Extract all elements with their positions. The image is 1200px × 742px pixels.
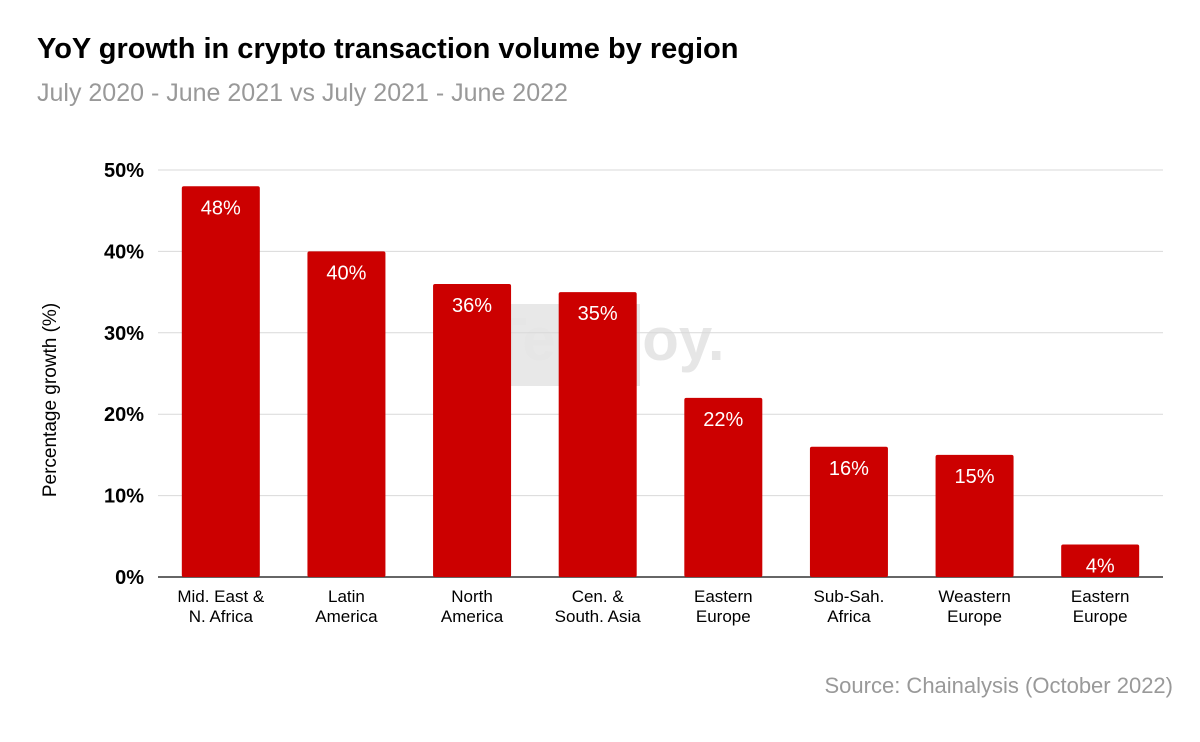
y-tick-label: 10% [104, 486, 144, 508]
bar [181, 186, 260, 577]
x-category-label: America [315, 607, 378, 626]
chart-title: YoY growth in crypto transaction volume … [37, 33, 739, 65]
bar [433, 283, 512, 577]
x-category-label: Mid. East & [177, 587, 265, 606]
x-category-label: Latin [328, 587, 365, 606]
y-tick-label: 20% [104, 404, 144, 426]
x-category-label: North [451, 587, 493, 606]
bar [1061, 544, 1140, 577]
x-category-label: Europe [696, 607, 751, 626]
bar [935, 454, 1014, 577]
chart-subtitle: July 2020 - June 2021 vs July 2021 - Jun… [37, 79, 568, 107]
x-category-label: Weastern [938, 587, 1010, 606]
y-tick-label: 50% [104, 160, 144, 182]
x-category-label: Eastern [694, 587, 753, 606]
y-axis-ticks: 0% 10% 20% 30% 40% 50% [104, 160, 144, 589]
x-category-label: Africa [827, 607, 871, 626]
x-category-label: Eastern [1071, 587, 1130, 606]
x-category-label: Europe [947, 607, 1002, 626]
y-tick-label: 0% [115, 567, 144, 589]
y-axis-label: Percentage growth (%) [40, 303, 61, 497]
x-category-label: Sub-Sah. [813, 587, 884, 606]
data-label: 16% [829, 458, 869, 480]
bar [307, 251, 386, 577]
bar [558, 292, 637, 577]
data-label: 15% [955, 466, 995, 488]
data-label: 35% [578, 303, 618, 325]
data-label: 36% [452, 295, 492, 317]
data-label: 4% [1086, 555, 1115, 577]
x-category-label: N. Africa [189, 607, 254, 626]
y-tick-label: 40% [104, 241, 144, 263]
x-axis-categories: Mid. East &N. AfricaLatinAmericaNorthAme… [177, 587, 1129, 626]
y-tick-label: 30% [104, 323, 144, 345]
bars: 48% 40% 36% 35% 22% 16% 15% 4% [181, 186, 1140, 577]
bar [684, 397, 763, 577]
x-category-label: Europe [1073, 607, 1128, 626]
data-label: 48% [201, 197, 241, 219]
source-note: Source: Chainalysis (October 2022) [824, 673, 1174, 698]
bar [809, 446, 888, 577]
x-category-label: Cen. & [572, 587, 625, 606]
x-category-label: South. Asia [555, 607, 642, 626]
x-category-label: America [441, 607, 504, 626]
data-label: 40% [326, 262, 366, 284]
data-label: 22% [703, 409, 743, 431]
